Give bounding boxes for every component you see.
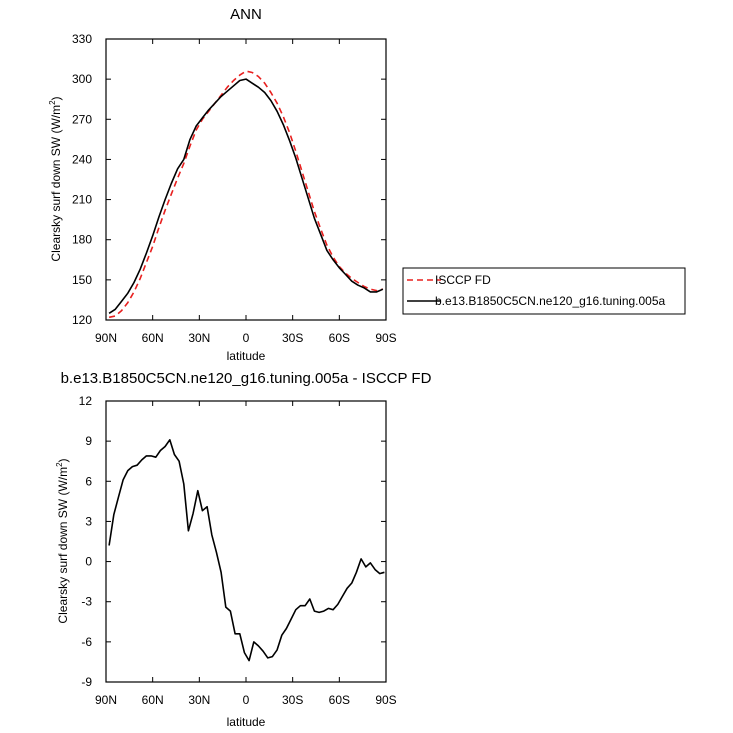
top-chart-y-label-close: )	[49, 96, 63, 100]
bottom-chart-y-tick-label: -6	[81, 635, 92, 649]
legend-label-isccp: ISCCP FD	[435, 273, 491, 287]
top-chart-y-tick-label: 300	[72, 72, 92, 86]
top-chart-x-tick-label: 30S	[282, 331, 303, 345]
bottom-chart-title: b.e13.B1850C5CN.ne120_g16.tuning.005a - …	[61, 370, 432, 387]
bottom-chart-x-tick-label: 90S	[375, 693, 396, 707]
bottom-chart-x-tick-label: 30S	[282, 693, 303, 707]
top-chart-y-tick-label: 150	[72, 273, 92, 287]
bottom-chart-y-label-main: Clearsky surf down SW (W/m	[56, 467, 70, 624]
top-chart-y-label: Clearsky surf down SW (W/m2)	[48, 96, 63, 261]
top-chart-series-line-1	[108, 78, 384, 314]
bottom-chart-y-label: Clearsky surf down SW (W/m2)	[55, 458, 70, 623]
bottom-chart-x-tick-label: 90N	[95, 693, 117, 707]
top-chart-y-tick-label: 240	[72, 152, 92, 166]
bottom-chart-series	[108, 438, 385, 662]
top-chart-y-tick-label: 180	[72, 233, 92, 247]
bottom-chart-x-tick-label: 30N	[188, 693, 210, 707]
top-chart-frame	[105, 38, 387, 321]
bottom-chart-y-label-close: )	[56, 458, 70, 462]
top-chart-title: ANN	[230, 6, 262, 23]
legend-label-model: b.e13.B1850C5CN.ne120_g16.tuning.005a	[435, 294, 666, 308]
top-chart-x-tick-label: 60N	[142, 331, 164, 345]
bottom-chart-y-tick-label: 9	[85, 434, 92, 448]
top-chart-y-label-sup: 2	[48, 100, 57, 105]
bottom-chart: b.e13.B1850C5CN.ne120_g16.tuning.005a - …	[55, 370, 432, 729]
top-chart-y-label-main: Clearsky surf down SW (W/m	[49, 105, 63, 262]
top-chart: ANN 120 150 180 210 240 270 300 330 90N 60N 30N 0 3…	[48, 6, 686, 363]
bottom-chart-x-ticks: 90N 60N 30N 0 30S 60S 90S	[95, 401, 397, 707]
bottom-chart-frame	[105, 400, 387, 683]
top-chart-legend: ISCCP FD b.e13.B1850C5CN.ne120_g16.tunin…	[402, 267, 686, 315]
top-chart-x-tick-label: 60S	[329, 331, 350, 345]
top-chart-y-tick-label: 270	[72, 112, 92, 126]
bottom-chart-y-tick-label: -9	[81, 675, 92, 689]
bottom-chart-y-label-sup: 2	[55, 462, 64, 467]
top-chart-y-tick-label: 330	[72, 32, 92, 46]
bottom-chart-y-tick-label: 3	[85, 514, 92, 528]
bottom-chart-series-line-0	[108, 438, 385, 662]
top-chart-x-label: latitude	[227, 349, 266, 363]
bottom-chart-y-tick-label: 0	[85, 555, 92, 569]
top-chart-x-tick-label: 30N	[188, 331, 210, 345]
top-chart-y-tick-label: 210	[72, 193, 92, 207]
bottom-chart-x-label: latitude	[227, 715, 266, 729]
top-chart-x-tick-label: 90N	[95, 331, 117, 345]
top-chart-x-tick-label: 0	[243, 331, 250, 345]
bottom-chart-x-tick-label: 0	[243, 693, 250, 707]
top-chart-series	[108, 70, 384, 319]
top-chart-x-ticks: 90N 60N 30N 0 30S 60S 90S	[95, 39, 397, 345]
top-chart-y-ticks: 120 150 180 210 240 270 300 330	[72, 32, 386, 327]
bottom-chart-x-tick-label: 60N	[142, 693, 164, 707]
top-chart-x-tick-label: 90S	[375, 331, 396, 345]
top-chart-y-tick-label: 120	[72, 313, 92, 327]
top-chart-series-line-0	[108, 70, 384, 319]
bottom-chart-y-tick-label: 6	[85, 474, 92, 488]
bottom-chart-y-tick-label: -3	[81, 595, 92, 609]
bottom-chart-y-tick-label: 12	[79, 394, 93, 408]
bottom-chart-x-tick-label: 60S	[329, 693, 350, 707]
legend-box	[402, 267, 686, 315]
bottom-chart-y-ticks: -9 -6 -3 0 3 6 9 12	[79, 394, 386, 689]
